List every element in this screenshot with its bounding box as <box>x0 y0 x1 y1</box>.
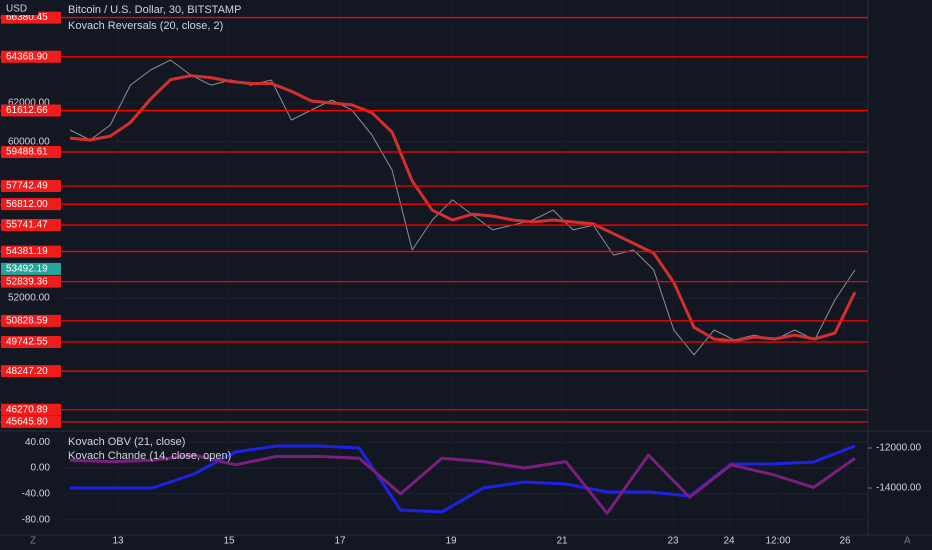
y-tick-label: 62000.00 <box>8 98 50 109</box>
level-box <box>1 145 61 158</box>
level-label: 64368.90 <box>6 51 48 62</box>
level-label: 48247.20 <box>6 366 48 377</box>
level-box <box>1 245 61 258</box>
level-label: 45645.80 <box>6 417 48 428</box>
current-price-box <box>1 262 61 275</box>
y-tick-label: -40.00 <box>22 489 51 500</box>
legend-entry: Kovach OBV (21, close) <box>68 436 185 448</box>
y2-tick-label: -12000.00 <box>876 443 921 454</box>
y-tick-label: 52000.00 <box>8 293 50 304</box>
currency-box <box>0 2 38 15</box>
average-line <box>69 74 857 343</box>
level-label: 50828.59 <box>6 315 48 326</box>
y-tick-label: 0.00 <box>31 463 51 474</box>
level-box <box>1 275 61 288</box>
x-tick-label: 23 <box>667 536 679 547</box>
level-box <box>1 219 61 232</box>
current-price-label: 53492.19 <box>6 264 48 275</box>
level-label: 46270.89 <box>6 404 48 415</box>
level-box <box>1 198 61 211</box>
x-tick-label: 26 <box>839 536 851 547</box>
y-tick-label: 60000.00 <box>8 137 50 148</box>
level-box <box>1 50 61 63</box>
footer-right[interactable]: A <box>904 536 911 547</box>
level-box <box>1 104 61 117</box>
price-line <box>69 59 856 356</box>
currency: USD <box>6 4 27 15</box>
level-box <box>1 314 61 327</box>
level-box <box>1 180 61 193</box>
level-label: 57742.49 <box>6 181 48 192</box>
level-label: 59488.61 <box>6 147 48 158</box>
indicator-name: Kovach Reversals (20, close, 2) <box>68 20 223 32</box>
legend-entry: Kovach Chande (14, close, open) <box>68 450 231 462</box>
y2-tick-label: -14000.00 <box>876 483 921 494</box>
x-tick-label: 13 <box>112 536 124 547</box>
x-tick-label: 15 <box>223 536 235 547</box>
level-label: 55741.47 <box>6 220 48 231</box>
level-label: 49742.55 <box>6 337 48 348</box>
labels: 52000.00 60000.00 62000.00 66380.45 64368.90… <box>1 11 921 547</box>
level-box <box>1 415 61 428</box>
plot <box>0 16 868 515</box>
level-label: 54381.19 <box>6 246 48 257</box>
chart-title: Bitcoin / U.S. Dollar, 30, BITSTAMP <box>68 4 241 16</box>
level-box <box>1 336 61 349</box>
x-tick-label: 21 <box>556 536 568 547</box>
level-label: 66380.45 <box>6 12 48 23</box>
level-label: 52839.36 <box>6 276 48 287</box>
indicator-line <box>69 453 856 515</box>
x-tick-label: 24 <box>723 536 735 547</box>
y-tick-label: 40.00 <box>25 437 50 448</box>
footer-left[interactable]: Z <box>30 536 36 547</box>
level-box <box>1 365 61 378</box>
grid <box>62 0 872 535</box>
level-label: 56812.00 <box>6 199 48 210</box>
x-tick-label: 12:00 <box>765 536 790 547</box>
level-label: 61612.66 <box>6 105 48 116</box>
x-tick-label: 17 <box>334 536 346 547</box>
y-tick-label: -80.00 <box>22 514 51 525</box>
x-tick-label: 19 <box>445 536 457 547</box>
level-box <box>1 403 61 416</box>
